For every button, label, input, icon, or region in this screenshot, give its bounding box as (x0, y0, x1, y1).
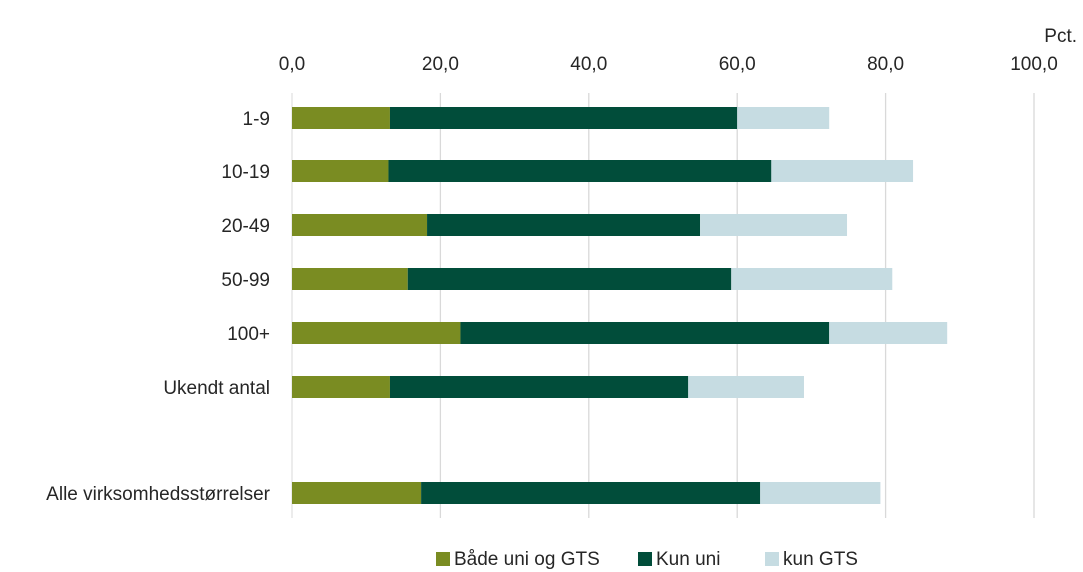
legend-label: Kun uni (656, 549, 720, 570)
legend-swatch (638, 552, 652, 566)
category-label: Ukendt antal (163, 378, 270, 399)
category-label: 100+ (227, 324, 270, 345)
legend: Både uni og GTS Kun uni kun GTS (436, 549, 858, 570)
bar-segment (292, 376, 390, 398)
category-label: 10-19 (221, 162, 270, 183)
legend-label: kun GTS (783, 549, 858, 570)
bar-segment (760, 482, 881, 504)
x-tick-label: 0,0 (279, 54, 305, 75)
bar-segment (407, 268, 732, 290)
category-label: 1-9 (243, 109, 270, 130)
bar-segment (737, 107, 830, 129)
bar-segment (829, 322, 948, 344)
x-axis-tick-labels: 0,0 20,0 40,0 60,0 80,0 100,0 (279, 54, 1058, 75)
x-tick-label: 40,0 (570, 54, 607, 75)
bar-segment (292, 268, 408, 290)
category-label: Alle virksomhedsstørrelser (46, 484, 270, 505)
bar-segment (389, 376, 689, 398)
bar-segment (460, 322, 830, 344)
x-tick-label: 20,0 (422, 54, 459, 75)
bar-segment (389, 107, 738, 129)
gridlines (439, 93, 1035, 518)
unit-label: Pct. (1044, 26, 1077, 47)
bar-segment (421, 482, 761, 504)
bar-segment (388, 160, 772, 182)
bar-segment (427, 214, 701, 236)
x-tick-label: 60,0 (719, 54, 756, 75)
legend-swatch (436, 552, 450, 566)
legend-swatch (765, 552, 779, 566)
bar-segment (292, 322, 461, 344)
category-label: 50-99 (221, 270, 270, 291)
x-tick-label: 80,0 (867, 54, 904, 75)
bar-segments (292, 107, 948, 504)
category-labels: 1-9 10-19 20-49 50-99 100+ Ukendt antal Alle v… (46, 109, 270, 505)
bar-segment (292, 214, 428, 236)
bar-segment (688, 376, 804, 398)
bar-segment (731, 268, 893, 290)
bar-segment (292, 482, 422, 504)
category-label: 20-49 (221, 216, 270, 237)
x-tick-label: 100,0 (1010, 54, 1058, 75)
legend-label: Både uni og GTS (454, 549, 600, 570)
bar-segment (292, 160, 389, 182)
bar-segment (292, 107, 390, 129)
bar-segment (700, 214, 848, 236)
bar-segment (771, 160, 914, 182)
